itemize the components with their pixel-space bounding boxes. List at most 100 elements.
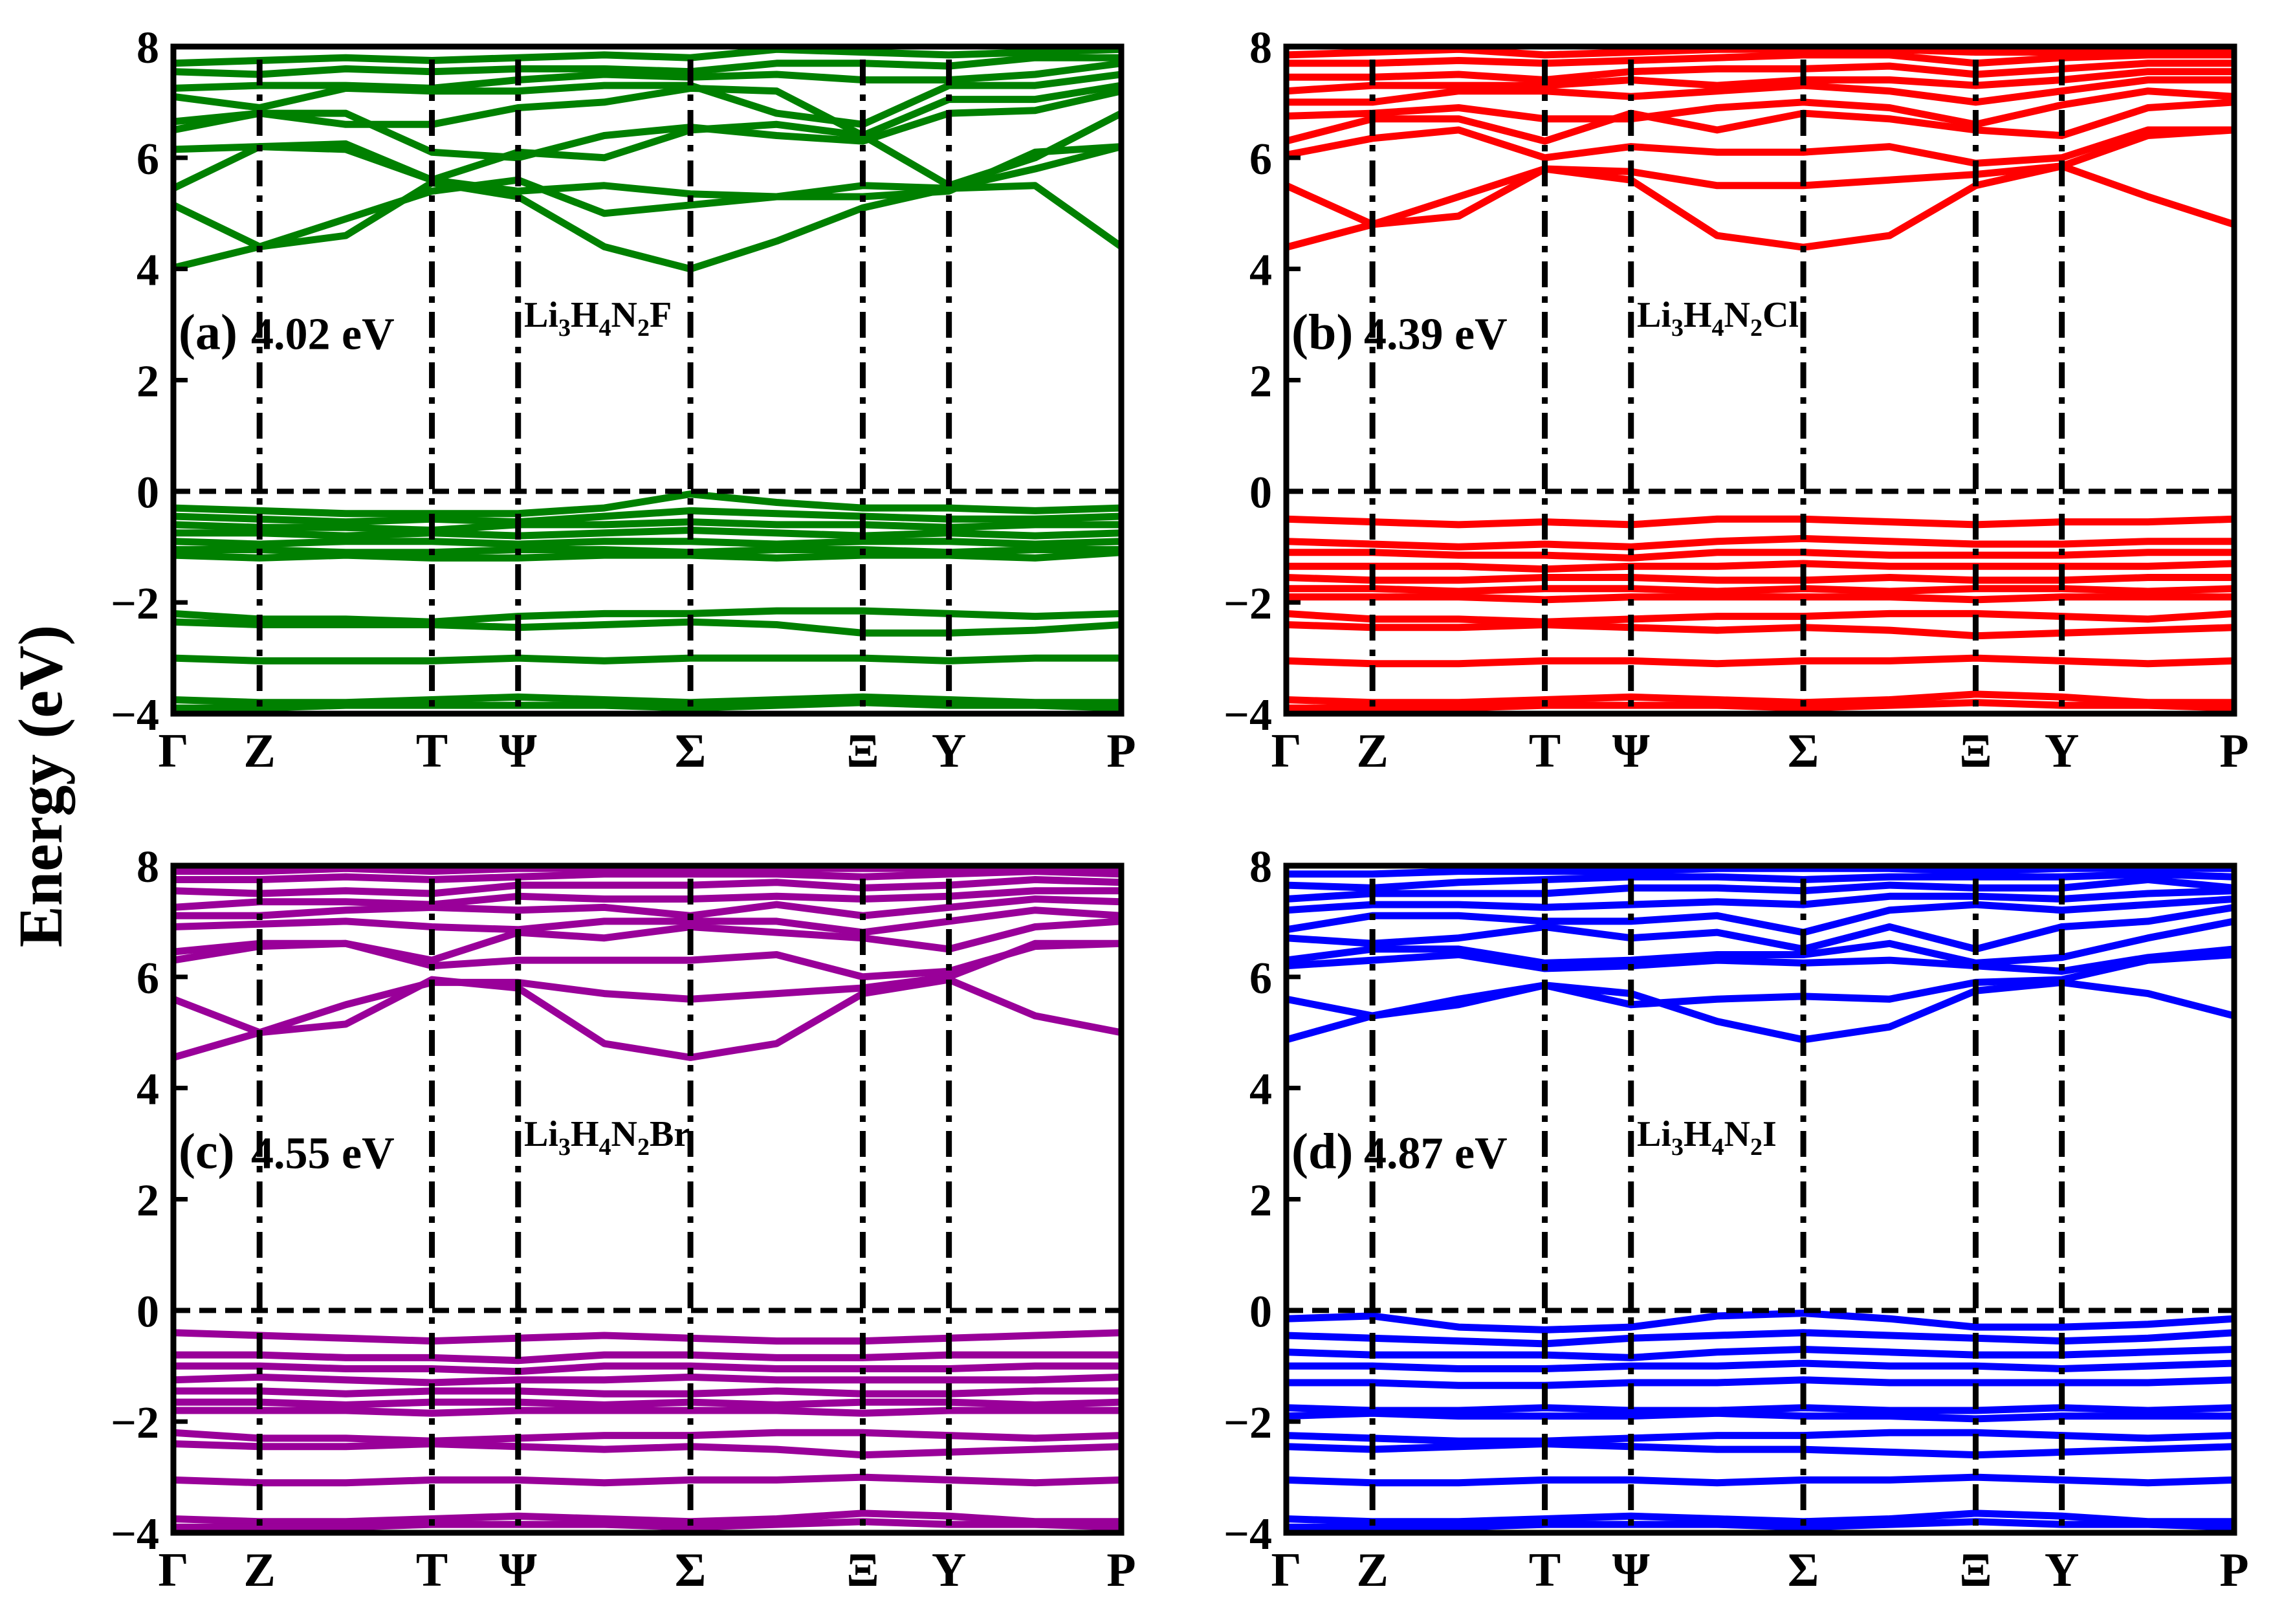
panel-label: (d)	[1291, 1123, 1353, 1179]
k-point-label: Ψ	[1612, 725, 1650, 778]
band-line	[1286, 887, 2234, 914]
band-line	[173, 976, 1121, 1061]
y-tick-label: 4	[137, 246, 159, 296]
band-line	[173, 1473, 1121, 1487]
k-point-label: Ξ	[1959, 725, 1992, 778]
k-point-label: T	[1529, 1544, 1561, 1597]
band-line	[173, 699, 1121, 712]
y-tick-label: 8	[1249, 842, 1272, 892]
band-line	[1286, 1346, 2234, 1361]
band-line	[1286, 870, 2234, 892]
k-point-label: Y	[932, 725, 966, 778]
band-line	[173, 549, 1121, 562]
k-point-label: Γ	[1271, 1544, 1301, 1597]
band-line	[1286, 1440, 2234, 1459]
band-line	[173, 654, 1121, 664]
y-tick-label: 0	[1249, 468, 1272, 518]
band-line	[173, 507, 1121, 526]
band-line	[1286, 654, 2234, 668]
band-line	[1286, 1429, 2234, 1445]
k-point-label: T	[1529, 725, 1561, 778]
band-lines	[173, 866, 1121, 1531]
y-tick-label: 4	[137, 1065, 159, 1115]
formula-element: Cl	[1762, 295, 1799, 335]
band-line	[173, 1362, 1121, 1376]
y-tick-label: 4	[1249, 246, 1272, 296]
band-line	[1286, 585, 2234, 595]
band-line	[173, 546, 1121, 556]
formula-subscript: 3	[1671, 314, 1684, 342]
formula-element: H	[1684, 1114, 1712, 1154]
y-tick-label: −4	[111, 690, 159, 740]
formula-element: H	[571, 295, 599, 335]
band-line	[173, 607, 1121, 626]
band-line	[173, 895, 1121, 919]
k-point-label: Σ	[675, 725, 706, 778]
band-line	[173, 1407, 1121, 1417]
band-line	[1286, 699, 2234, 712]
formula-element: N	[1724, 295, 1750, 335]
k-point-label: Γ	[158, 725, 188, 778]
band-line	[1286, 1404, 2234, 1414]
band-line	[173, 1518, 1121, 1531]
band-line	[1286, 1518, 2234, 1531]
band-line	[1286, 1473, 2234, 1487]
band-line	[1286, 895, 2234, 936]
band-line	[1286, 951, 2234, 1020]
band-lines	[1286, 47, 2234, 712]
y-tick-label: 6	[1249, 954, 1272, 1004]
band-line	[1286, 1376, 2234, 1389]
k-point-label: Z	[1357, 1544, 1389, 1597]
band-line	[1286, 945, 2234, 975]
k-point-label: Ψ	[500, 725, 537, 778]
band-line	[1286, 574, 2234, 584]
y-tick-label: 6	[137, 135, 159, 184]
band-line	[1286, 98, 2234, 145]
band-lines	[1286, 866, 2234, 1531]
y-tick-label: −2	[111, 1398, 159, 1448]
k-point-label: P	[1106, 1544, 1136, 1597]
k-point-label: P	[2219, 1544, 2248, 1597]
formula-element: H	[571, 1114, 599, 1154]
band-line	[1286, 126, 2234, 167]
band-line	[173, 618, 1121, 637]
y-tick-label: 2	[1249, 357, 1272, 407]
y-tick-label: 6	[137, 954, 159, 1004]
band-line	[1286, 68, 2234, 95]
band-line	[173, 876, 1121, 897]
band-line	[1286, 534, 2234, 551]
k-point-label: Y	[2045, 725, 2079, 778]
band-line	[173, 87, 1121, 162]
k-point-label: Ψ	[500, 1544, 537, 1597]
k-point-label: T	[416, 1544, 448, 1597]
y-tick-label: −2	[111, 579, 159, 629]
band-line	[1286, 51, 2234, 67]
y-tick-label: −4	[1224, 690, 1272, 740]
compound-formula: Li3H4N2Br	[524, 1114, 690, 1161]
band-lines	[173, 47, 1121, 712]
y-tick-label: 0	[137, 1287, 159, 1337]
formula-element: I	[1762, 1114, 1777, 1154]
band-line	[173, 1351, 1121, 1365]
band-line	[1286, 621, 2234, 640]
band-line	[1286, 609, 2234, 626]
compound-formula: Li3H4N2F	[524, 295, 672, 342]
formula-element: Li	[524, 1114, 558, 1154]
k-point-label: Z	[244, 1544, 276, 1597]
k-point-label: Z	[1357, 725, 1389, 778]
band-line	[1286, 76, 2234, 106]
k-point-label: P	[2219, 725, 2248, 778]
band-line	[173, 518, 1121, 534]
band-line	[173, 1398, 1121, 1409]
band-line	[173, 538, 1121, 548]
band-line	[1286, 162, 2234, 251]
band-line	[1286, 1329, 2234, 1348]
panel-label: (c)	[179, 1123, 235, 1179]
y-tick-label: 2	[137, 1176, 159, 1226]
band-line	[173, 868, 1121, 883]
k-point-label: Ξ	[1959, 1544, 1992, 1597]
